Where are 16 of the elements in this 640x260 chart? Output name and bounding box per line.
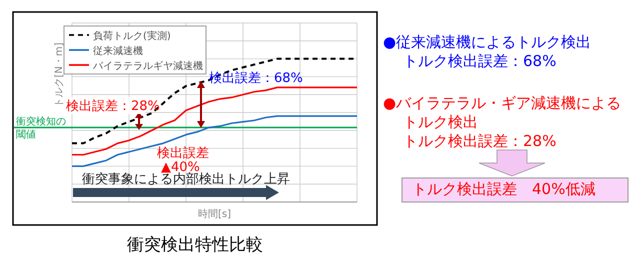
text: ●従来減速機によるトルク検出 [383,33,592,51]
text: ●バイラテラル・ギア減速機による [383,94,622,112]
text: 衝突検出特性比較 [127,235,263,255]
legend-label: バイラテラルギヤ減速機 [92,60,203,72]
annotation: 検出誤差 [157,146,209,161]
legend-label: 負荷トルク(実測) [93,30,171,42]
annotation: 衝突事象による内部検出トルク上昇 [82,172,290,187]
text: トルク検出誤差 40%低減 [412,180,596,198]
text: トルク検出 [403,113,478,131]
ref-line-label: 衝突検知の閾値 [16,116,66,141]
x-axis-title: 時間[s] [198,208,232,220]
annotation: 検出誤差：28% [66,99,160,114]
y-axis-title: トルク[N・m] [54,42,65,108]
text: トルク検出誤差：68% [403,52,556,70]
text: トルク検出誤差：28% [403,132,556,150]
legend-label: 従来減速機 [93,45,143,57]
